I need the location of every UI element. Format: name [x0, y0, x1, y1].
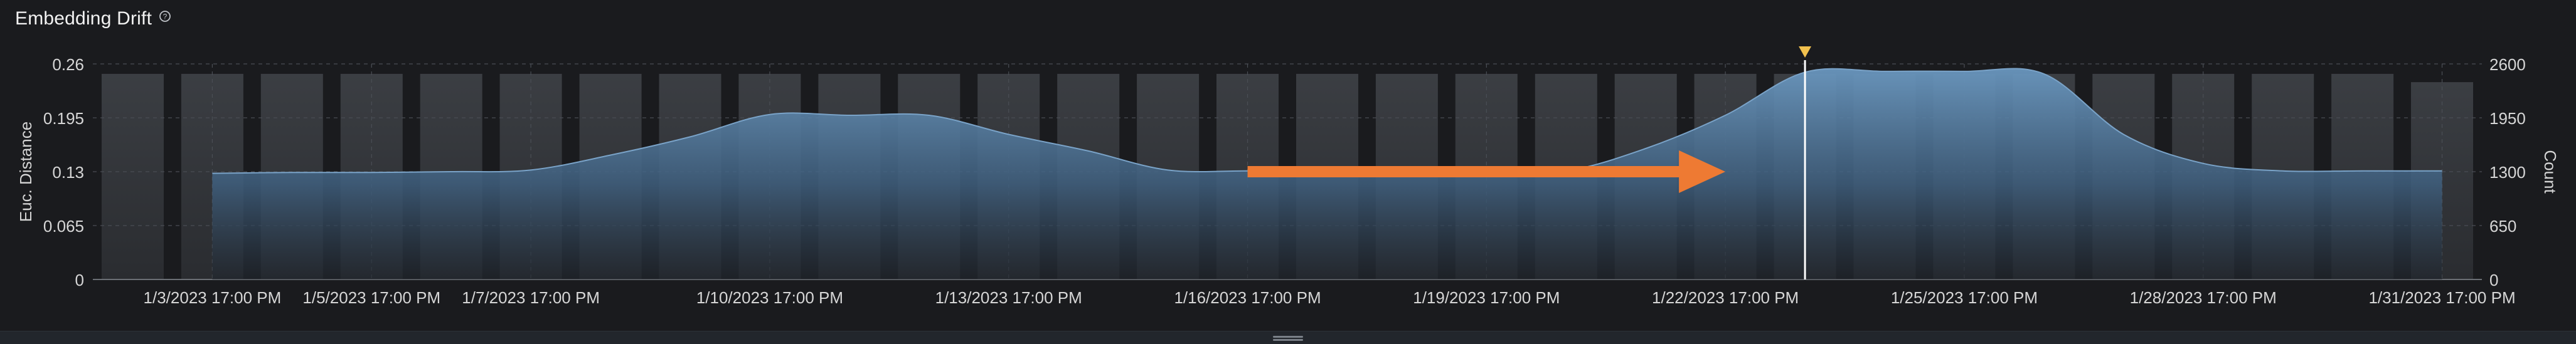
y-tick-label: 0 — [75, 271, 84, 289]
embedding-drift-chart[interactable]: 0 0.065 0.13 0.195 0.26 0 650 1300 1950 2600 1/3/2… — [0, 44, 2576, 332]
y2-axis-label: Count — [2541, 150, 2560, 194]
y2-tick-label: 1950 — [2489, 109, 2526, 128]
selection-marker-icon[interactable] — [1799, 46, 1811, 58]
resize-handle[interactable] — [1270, 335, 1306, 341]
y-tick-label: 0.195 — [43, 109, 84, 128]
x-tick-label: 1/5/2023 17:00 PM — [302, 288, 440, 307]
x-tick-label: 1/19/2023 17:00 PM — [1413, 288, 1560, 307]
y-tick-label: 0.13 — [52, 163, 84, 182]
x-tick-label: 1/25/2023 17:00 PM — [1891, 288, 2038, 307]
question-circle-icon-graphic: ? — [159, 10, 171, 23]
chart-header: Embedding Drift ? — [15, 5, 172, 33]
y2-tick-label: 650 — [2489, 217, 2516, 236]
x-tick-label: 1/31/2023 17:00 PM — [2368, 288, 2515, 307]
y2-tick-label: 2600 — [2489, 55, 2526, 74]
y-tick-label: 0.065 — [43, 217, 84, 236]
x-tick-label: 1/22/2023 17:00 PM — [1652, 288, 1799, 307]
question-circle-icon[interactable]: ? — [158, 9, 172, 23]
panel-footer — [0, 331, 2576, 344]
x-tick-label: 1/13/2023 17:00 PM — [935, 288, 1082, 307]
x-tick-label: 1/3/2023 17:00 PM — [144, 288, 282, 307]
chart-title: Embedding Drift — [15, 8, 152, 29]
svg-text:?: ? — [163, 13, 168, 21]
y2-tick-label: 1300 — [2489, 163, 2526, 182]
x-tick-label: 1/16/2023 17:00 PM — [1174, 288, 1321, 307]
y-tick-label: 0.26 — [52, 55, 84, 74]
y2-tick-label: 0 — [2489, 271, 2498, 289]
count-bar — [102, 74, 164, 279]
x-tick-label: 1/7/2023 17:00 PM — [462, 288, 600, 307]
y-axis-label: Euc. Distance — [16, 122, 35, 222]
chart-canvas[interactable]: 0 0.065 0.13 0.195 0.26 0 650 1300 1950 2600 1/3/2… — [0, 44, 2576, 332]
x-tick-label: 1/10/2023 17:00 PM — [696, 288, 843, 307]
x-tick-label: 1/28/2023 17:00 PM — [2130, 288, 2277, 307]
